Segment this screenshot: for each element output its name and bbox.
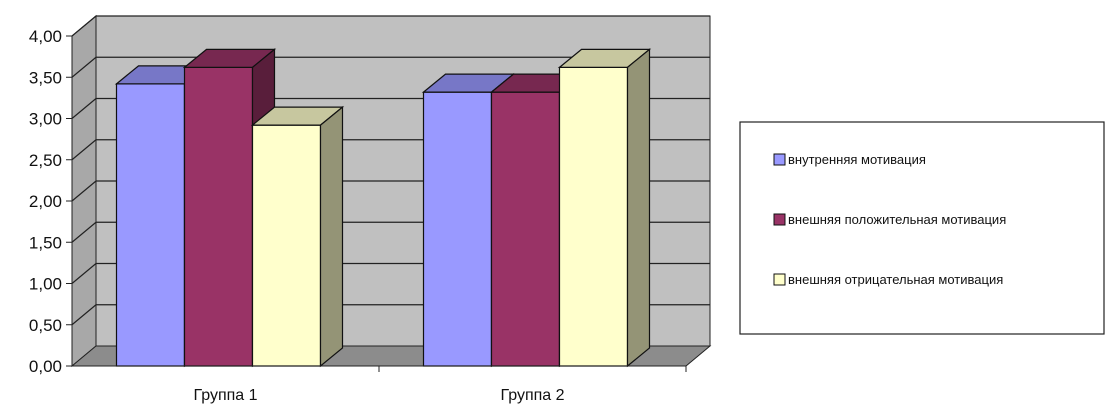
legend-item: внешняя положительная мотивация <box>773 212 1006 227</box>
bar-front <box>251 124 322 367</box>
y-tick-label: 3,00 <box>29 110 62 129</box>
bar-front <box>490 91 561 367</box>
legend-label: внешняя отрицательная мотивация <box>788 272 1003 287</box>
x-category-label: Группа 2 <box>500 387 564 404</box>
y-tick-label: 0,50 <box>29 316 62 335</box>
legend-box <box>739 121 1105 335</box>
legend-item: внешняя отрицательная мотивация <box>773 272 1003 287</box>
y-tick-label: 2,50 <box>29 151 62 170</box>
legend: внутренняя мотивация внешняя положительна… <box>739 121 1105 335</box>
y-tick-label: 4,00 <box>29 27 62 46</box>
bar-front <box>115 83 186 367</box>
bar-front <box>183 66 254 367</box>
y-tick-label: 1,50 <box>29 233 62 252</box>
bar <box>557 48 652 368</box>
legend-label: внутренняя мотивация <box>788 152 926 167</box>
y-tick-label: 1,00 <box>29 275 62 294</box>
y-tick-label: 2,00 <box>29 192 62 211</box>
y-tick-label: 3,50 <box>29 68 62 87</box>
legend-swatch <box>773 153 786 166</box>
bar <box>250 105 345 368</box>
legend-swatch <box>773 213 786 226</box>
gridline <box>71 56 710 78</box>
bar-front <box>422 91 493 367</box>
legend-item: внутренняя мотивация <box>773 152 926 167</box>
y-tick-label: 0,00 <box>29 357 62 376</box>
plot-area: 0,00 0,50 1,00 1,50 2,00 2,50 3,00 3,50 4,00 Груп… <box>29 14 712 404</box>
x-category-label: Группа 1 <box>193 387 257 404</box>
gridline <box>71 15 710 37</box>
legend-swatch <box>773 273 786 286</box>
bar-front <box>558 66 629 367</box>
bar-side <box>319 105 344 368</box>
bar-side <box>626 48 651 368</box>
legend-label: внешняя положительная мотивация <box>788 212 1006 227</box>
